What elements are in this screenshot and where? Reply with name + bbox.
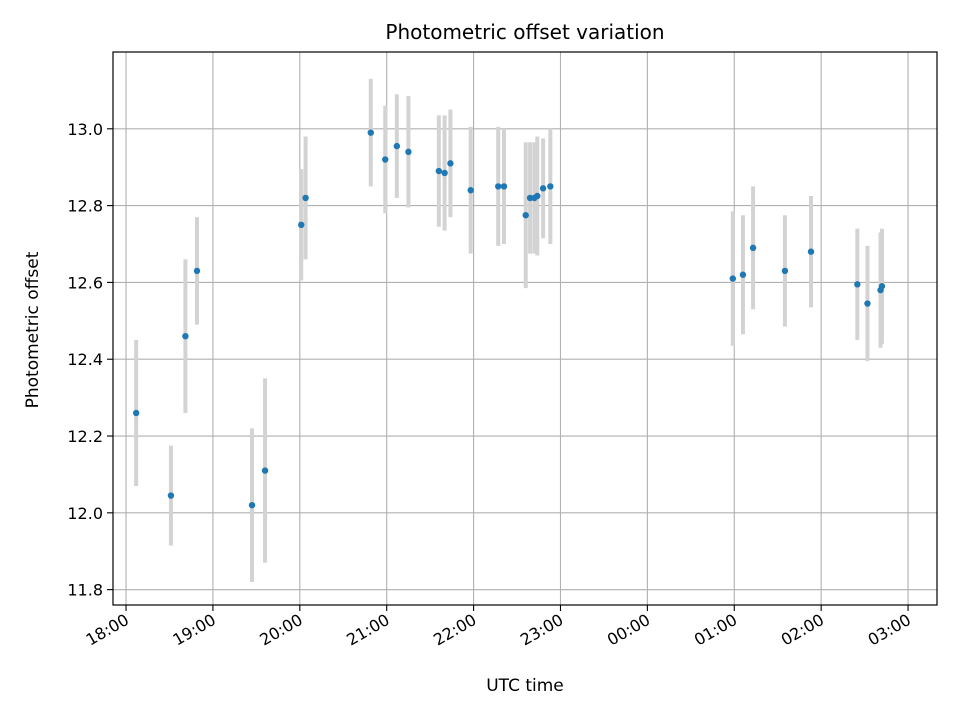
data-point xyxy=(878,283,886,290)
data-point xyxy=(807,248,815,255)
y-tick-label: 12.2 xyxy=(67,427,103,446)
data-point xyxy=(132,409,140,417)
data-point xyxy=(441,169,448,177)
data-point xyxy=(248,501,256,509)
plot-frame xyxy=(112,51,938,606)
y-axis-label: Photometric offset xyxy=(23,251,43,408)
data-point xyxy=(739,271,747,278)
data-point xyxy=(467,187,474,194)
chart-title: Photometric offset variation xyxy=(385,20,664,44)
data-point xyxy=(854,281,861,288)
data-point xyxy=(405,148,412,156)
data-point xyxy=(500,183,508,190)
data-point xyxy=(495,183,502,190)
x-axis-label: UTC time xyxy=(486,676,564,696)
data-point xyxy=(367,129,374,136)
data-point xyxy=(435,167,443,175)
data-point xyxy=(302,194,309,202)
y-tick-label: 12.6 xyxy=(67,273,103,292)
data-point xyxy=(539,185,547,192)
data-point xyxy=(393,142,401,150)
data-point xyxy=(864,300,871,307)
y-tick-label: 11.8 xyxy=(67,581,103,600)
data-point xyxy=(167,492,175,499)
y-tick-label: 12.8 xyxy=(67,197,103,216)
data-point xyxy=(298,221,305,229)
point-layer xyxy=(132,129,886,509)
data-point xyxy=(182,332,189,340)
data-point xyxy=(522,212,529,219)
y-tick-label: 12.4 xyxy=(67,350,103,369)
data-point xyxy=(261,467,269,474)
data-point xyxy=(547,183,554,190)
data-point xyxy=(729,275,737,282)
y-tick-label: 12.0 xyxy=(67,504,103,523)
data-point xyxy=(447,160,454,167)
data-point xyxy=(781,267,789,275)
data-point xyxy=(534,192,541,200)
data-point xyxy=(193,267,201,275)
data-point xyxy=(382,156,389,163)
data-point xyxy=(749,244,757,252)
y-tick-label: 13.0 xyxy=(67,120,103,139)
